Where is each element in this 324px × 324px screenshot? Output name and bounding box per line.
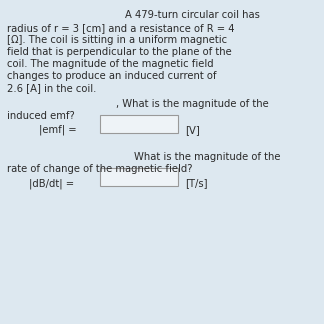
Text: induced emf?: induced emf? (7, 111, 75, 121)
Text: [V]: [V] (185, 125, 200, 135)
Text: [Ω]. The coil is sitting in a uniform magnetic: [Ω]. The coil is sitting in a uniform ma… (7, 35, 227, 45)
Text: A 479-turn circular coil has: A 479-turn circular coil has (125, 10, 260, 20)
FancyBboxPatch shape (100, 115, 178, 133)
Text: [T/s]: [T/s] (185, 178, 207, 188)
Text: , What is the magnitude of the: , What is the magnitude of the (116, 99, 269, 109)
Text: radius of r = 3 [cm] and a resistance of R = 4: radius of r = 3 [cm] and a resistance of… (7, 23, 235, 33)
Text: changes to produce an induced current of: changes to produce an induced current of (7, 71, 217, 81)
Text: field that is perpendicular to the plane of the: field that is perpendicular to the plane… (7, 47, 232, 57)
Text: |dB/dt| =: |dB/dt| = (29, 178, 74, 189)
Text: What is the magnitude of the: What is the magnitude of the (134, 152, 281, 162)
Text: rate of change of the magnetic field?: rate of change of the magnetic field? (7, 164, 193, 174)
Text: 2.6 [A] in the coil.: 2.6 [A] in the coil. (7, 83, 97, 93)
Text: |emf| =: |emf| = (39, 125, 76, 135)
Text: coil. The magnitude of the magnetic field: coil. The magnitude of the magnetic fiel… (7, 59, 214, 69)
FancyBboxPatch shape (100, 168, 178, 186)
